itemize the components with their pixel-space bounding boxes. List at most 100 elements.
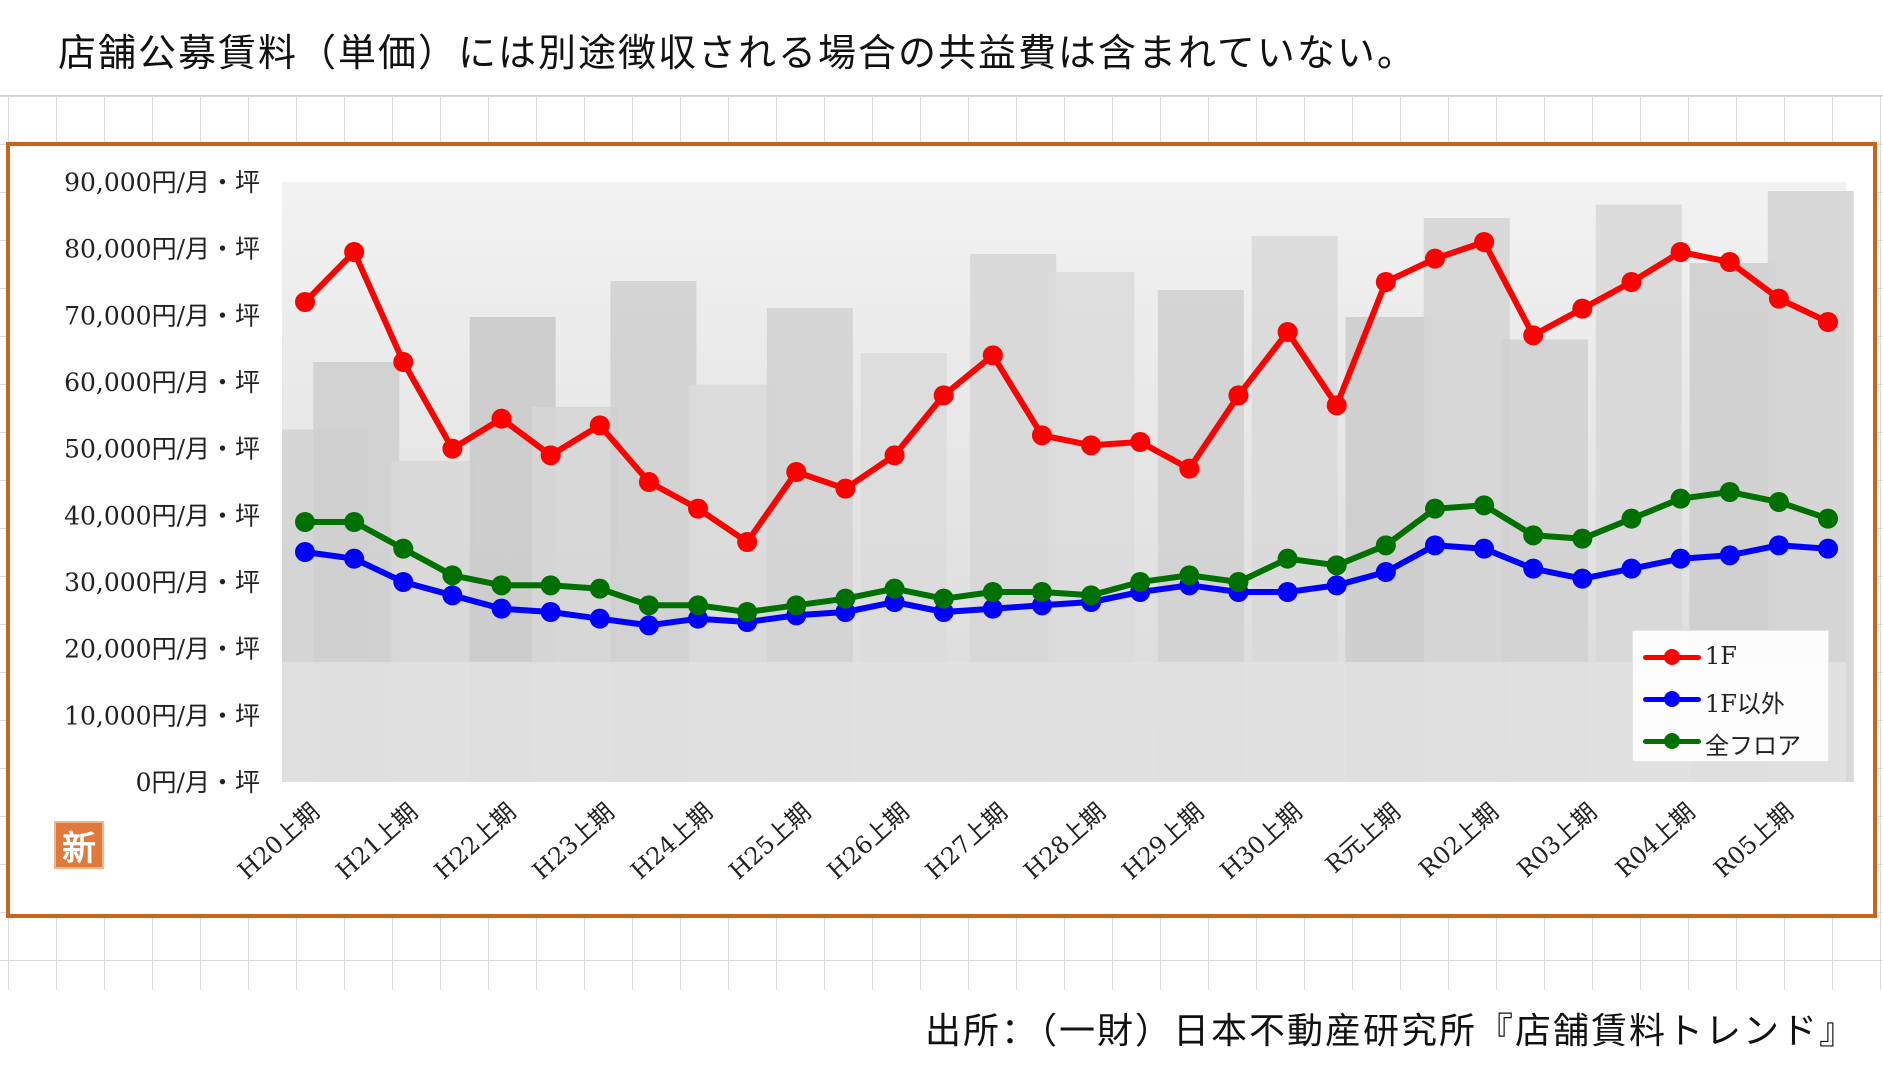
- header-note-text: 店舗公募賃料（単価）には別途徴収される場合の共益費は含まれていない。: [58, 31, 1417, 75]
- y-tick-label: 70,000円/月・坪: [64, 301, 260, 330]
- x-tick-label: R元上期: [1320, 798, 1406, 879]
- x-tick-label: H29上期: [1117, 798, 1210, 885]
- series-2-point: [1326, 555, 1347, 576]
- new-badge-label: 新: [62, 828, 96, 869]
- series-1-point: [1768, 535, 1789, 556]
- series-0-point: [1474, 232, 1495, 252]
- x-tick-label: H30上期: [1215, 798, 1308, 885]
- series-1-point: [491, 598, 512, 619]
- legend-label-1f: 1F: [1705, 642, 1737, 670]
- series-0-point: [295, 292, 315, 312]
- series-0-point: [393, 352, 414, 372]
- x-tick-label: R05上期: [1708, 798, 1799, 883]
- series-2-point: [1474, 495, 1495, 516]
- series-0-point: [638, 472, 659, 492]
- legend-label-all-floor: 全フロア: [1705, 732, 1801, 760]
- x-axis: H20上期 H21上期 H22上期 H23上期 H24上期 H25上期 H26上期 H27上期…: [232, 798, 1799, 885]
- series-0-point: [786, 462, 807, 482]
- series-2-point: [835, 588, 856, 609]
- y-tick-label: 40,000円/月・坪: [64, 501, 260, 530]
- legend-marker-1f-other: [1664, 691, 1680, 707]
- y-tick-label: 90,000円/月・坪: [64, 168, 260, 197]
- x-tick-label: H25上期: [724, 798, 817, 885]
- series-0-point: [1179, 458, 1200, 479]
- series-0-point: [1277, 322, 1298, 342]
- series-0-point: [491, 408, 512, 429]
- series-0-point: [1081, 435, 1102, 456]
- series-2-point: [589, 578, 610, 599]
- series-lines: [295, 232, 1838, 636]
- series-0-point: [1130, 432, 1151, 452]
- y-tick-label: 0円/月・坪: [136, 768, 260, 797]
- series-0-point: [982, 345, 1003, 366]
- series-1-point: [1277, 582, 1298, 602]
- series-2-point: [1228, 572, 1249, 592]
- photo-street: [282, 662, 1846, 782]
- series-2-point: [1375, 535, 1396, 556]
- series-2-point: [393, 538, 414, 559]
- y-tick-label: 60,000円/月・坪: [64, 368, 260, 397]
- series-2-point: [1179, 565, 1200, 586]
- series-0-point: [835, 478, 856, 499]
- y-tick-label: 30,000円/月・坪: [64, 568, 260, 597]
- series-2-point: [1621, 508, 1642, 529]
- series-2-point: [1768, 492, 1789, 512]
- series-0-point: [933, 385, 954, 406]
- series-2-point: [491, 575, 512, 596]
- legend-marker-all-floor: [1664, 733, 1680, 749]
- series-0-point: [1523, 325, 1544, 346]
- series-1-point: [393, 572, 414, 592]
- series-0-point: [884, 445, 905, 466]
- series-0-point: [442, 438, 463, 459]
- x-tick-label: H20上期: [232, 798, 325, 885]
- header-note: 店舗公募賃料（単価）には別途徴収される場合の共益費は含まれていない。: [0, 0, 1883, 96]
- series-1-point: [344, 548, 365, 569]
- x-tick-label: R03上期: [1512, 798, 1603, 883]
- new-badge-icon: 新: [54, 821, 104, 869]
- series-1-point: [1424, 535, 1445, 556]
- legend-item-1f: 1F: [1643, 641, 1828, 671]
- x-tick-label: H21上期: [331, 798, 424, 885]
- series-2-point: [737, 602, 758, 622]
- series-0-point: [344, 242, 365, 262]
- series-0-point: [737, 532, 758, 552]
- series-1-point: [1621, 558, 1642, 579]
- series-0-point: [1031, 425, 1052, 446]
- series-0-point: [1670, 242, 1691, 262]
- chart-legend: 1F 1F以外 全フロア: [1632, 630, 1829, 762]
- series-1-point: [442, 585, 463, 606]
- x-tick-label: H23上期: [527, 798, 620, 885]
- legend-item-1f-other: 1F以外: [1643, 683, 1828, 718]
- legend-label-1f-other: 1F以外: [1705, 690, 1785, 718]
- x-tick-label: R02上期: [1414, 798, 1505, 883]
- y-tick-label: 80,000円/月・坪: [64, 235, 260, 264]
- series-1-point: [1474, 538, 1495, 559]
- series-2-point: [982, 582, 1003, 602]
- series-0-point: [1768, 288, 1789, 309]
- series-2-point: [344, 512, 365, 532]
- series-1-point: [1670, 548, 1691, 569]
- series-2-point: [295, 512, 315, 532]
- x-tick-label: H26上期: [822, 798, 915, 885]
- y-tick-label: 20,000円/月・坪: [64, 635, 260, 664]
- x-tick-label: H27上期: [920, 798, 1013, 885]
- series-1-point: [638, 615, 659, 636]
- x-tick-label: H24上期: [625, 798, 718, 885]
- series-0-point: [1375, 272, 1396, 292]
- series-1-point: [540, 602, 561, 622]
- series-2-point: [442, 565, 463, 586]
- series-2-point: [1130, 572, 1151, 592]
- series-0-point: [1424, 248, 1445, 269]
- series-0-point: [540, 445, 561, 466]
- x-tick-label: R04上期: [1610, 798, 1701, 883]
- series-0-point: [589, 415, 610, 436]
- series-2-point: [1424, 498, 1445, 519]
- y-tick-label: 50,000円/月・坪: [64, 435, 260, 464]
- x-tick-label: H28上期: [1018, 798, 1111, 885]
- series-2-point: [1277, 548, 1298, 569]
- series-2-point: [1031, 582, 1052, 602]
- series-2-point: [1818, 508, 1838, 529]
- series-0-point: [1326, 395, 1347, 416]
- y-axis: 0円/月・坪 10,000円/月・坪 20,000円/月・坪 30,000円/月・坪 4…: [64, 168, 260, 797]
- series-1-point: [1523, 558, 1544, 579]
